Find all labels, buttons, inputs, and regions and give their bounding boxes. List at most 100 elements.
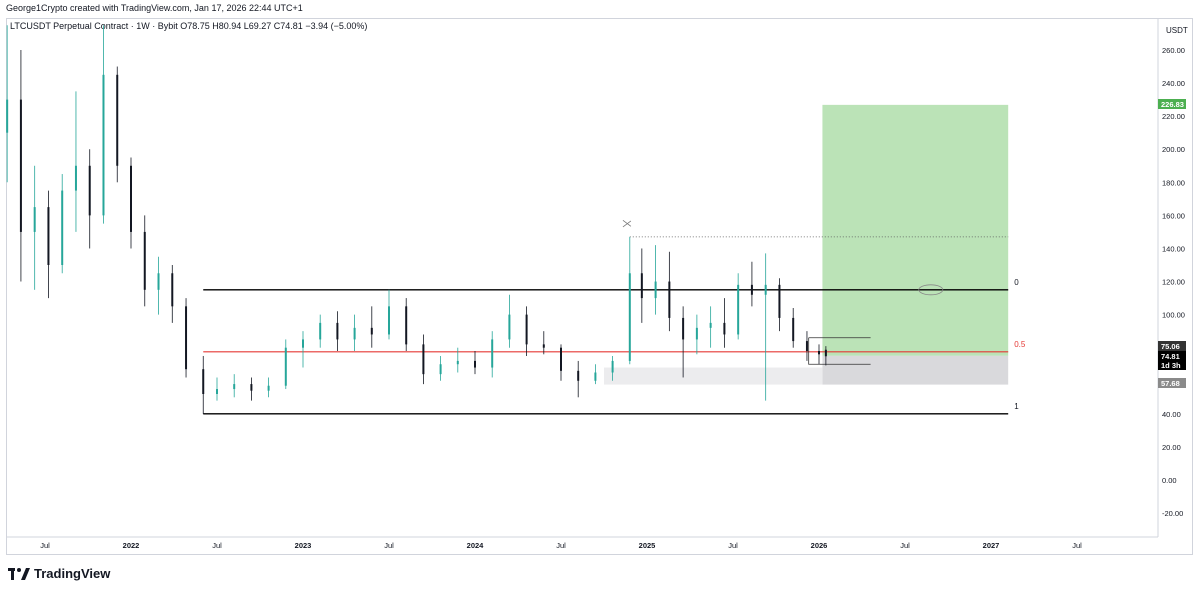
candle-body: [611, 360, 614, 373]
candle-body: [370, 327, 373, 335]
candle-body: [353, 327, 356, 340]
candle-body: [388, 306, 390, 335]
candle-body: [6, 99, 9, 133]
candle-body: [319, 322, 322, 340]
candle-body: [737, 284, 740, 335]
ellipse-annotation: [918, 284, 944, 296]
price-tag: [1158, 341, 1186, 351]
y-tick-label: 260.00: [1162, 46, 1185, 55]
candle-body: [474, 360, 476, 368]
candle-body: [130, 165, 132, 232]
candle-body: [695, 327, 698, 340]
candle-body: [682, 317, 685, 340]
y-tick-label: 20.00: [1162, 443, 1181, 452]
price-tag: [1158, 99, 1186, 109]
price-tag: [1158, 360, 1186, 370]
candle-body: [668, 281, 671, 318]
tradingview-logo-icon: [8, 567, 30, 580]
price-tag-label: 57.68: [1161, 379, 1180, 388]
candle-body: [33, 207, 36, 232]
y-tick-label: 240.00: [1162, 79, 1185, 88]
candle-body: [640, 273, 643, 299]
candle-body: [336, 322, 339, 340]
candle-body: [61, 190, 64, 265]
x-marker-icon: [622, 220, 632, 228]
candle-body: [202, 369, 205, 394]
projection-box: [808, 337, 871, 365]
y-tick-label: -20.00: [1162, 509, 1183, 518]
candle-body: [47, 207, 50, 265]
candle-body: [185, 306, 188, 370]
x-tick-label: 2024: [467, 541, 485, 550]
price-tag-label: 74.81: [1161, 352, 1180, 361]
candle-body: [491, 339, 494, 368]
candle-body: [560, 347, 562, 371]
candle-body: [594, 372, 597, 381]
candle-body: [405, 306, 408, 345]
candle-body: [542, 344, 545, 348]
candle-body: [750, 284, 753, 295]
candle-body: [654, 281, 657, 299]
price-tag: [1158, 378, 1186, 388]
x-tick-label: 2025: [639, 541, 656, 550]
candle-body: [267, 385, 270, 391]
candle-body: [216, 389, 218, 394]
candle-body: [818, 351, 820, 355]
candle-body: [422, 344, 425, 375]
x-tick-label: 2022: [123, 541, 140, 550]
y-tick-label: 220.00: [1162, 112, 1185, 121]
candle-body: [805, 341, 808, 351]
candle-body: [577, 370, 580, 381]
symbol-legend: LTCUSDT Perpetual Contract · 1W · Bybit …: [10, 21, 368, 31]
y-tick-label: 160.00: [1162, 211, 1185, 220]
fib-level-label: 1: [1014, 402, 1019, 411]
tradingview-footer: TradingView: [8, 566, 110, 581]
candle-body: [116, 74, 119, 166]
candle-body: [723, 322, 726, 335]
candle-body: [792, 317, 795, 342]
y-axis-label: USDT: [1166, 26, 1188, 35]
tradingview-brand: TradingView: [34, 566, 111, 581]
chart-credit: George1Crypto created with TradingView.c…: [6, 3, 303, 13]
y-tick-label: 200.00: [1162, 145, 1185, 154]
x-tick-label: 2023: [295, 541, 312, 550]
candle-body: [284, 347, 287, 386]
target-zone: [822, 104, 1009, 356]
y-tick-label: 40.00: [1162, 410, 1181, 419]
x-tick-label: Jul: [900, 541, 910, 550]
chart-frame[interactable]: [6, 18, 1193, 555]
candle-body: [764, 284, 767, 295]
candle-body: [157, 273, 160, 290]
candle-body: [508, 314, 511, 340]
candle-body: [233, 384, 236, 390]
candle-body: [102, 74, 105, 216]
x-tick-label: Jul: [1072, 541, 1082, 550]
price-tag: [1158, 351, 1186, 361]
x-tick-label: 2026: [811, 541, 828, 550]
price-tag-label: 226.83: [1161, 100, 1184, 109]
y-tick-label: 0.00: [1162, 476, 1177, 485]
candle-body: [250, 384, 253, 391]
x-tick-label: Jul: [40, 541, 50, 550]
y-tick-label: 140.00: [1162, 244, 1185, 253]
candle-body: [88, 165, 91, 216]
candle-body: [456, 360, 459, 365]
candle-body: [19, 99, 22, 232]
y-tick-label: 120.00: [1162, 278, 1185, 287]
x-tick-label: Jul: [384, 541, 394, 550]
candle-body: [302, 339, 304, 348]
candle-body: [525, 314, 528, 345]
candle-body: [628, 273, 631, 361]
x-tick-label: Jul: [212, 541, 222, 550]
candle-body: [778, 284, 781, 318]
candle-body: [143, 231, 146, 290]
y-tick-label: 180.00: [1162, 178, 1185, 187]
stop-zone: [822, 355, 1009, 385]
x-tick-label: 2027: [983, 541, 1000, 550]
y-tick-label: 100.00: [1162, 311, 1185, 320]
x-tick-label: Jul: [728, 541, 738, 550]
candle-body: [709, 322, 712, 328]
candle-body: [439, 364, 442, 375]
candle-body: [74, 165, 77, 191]
